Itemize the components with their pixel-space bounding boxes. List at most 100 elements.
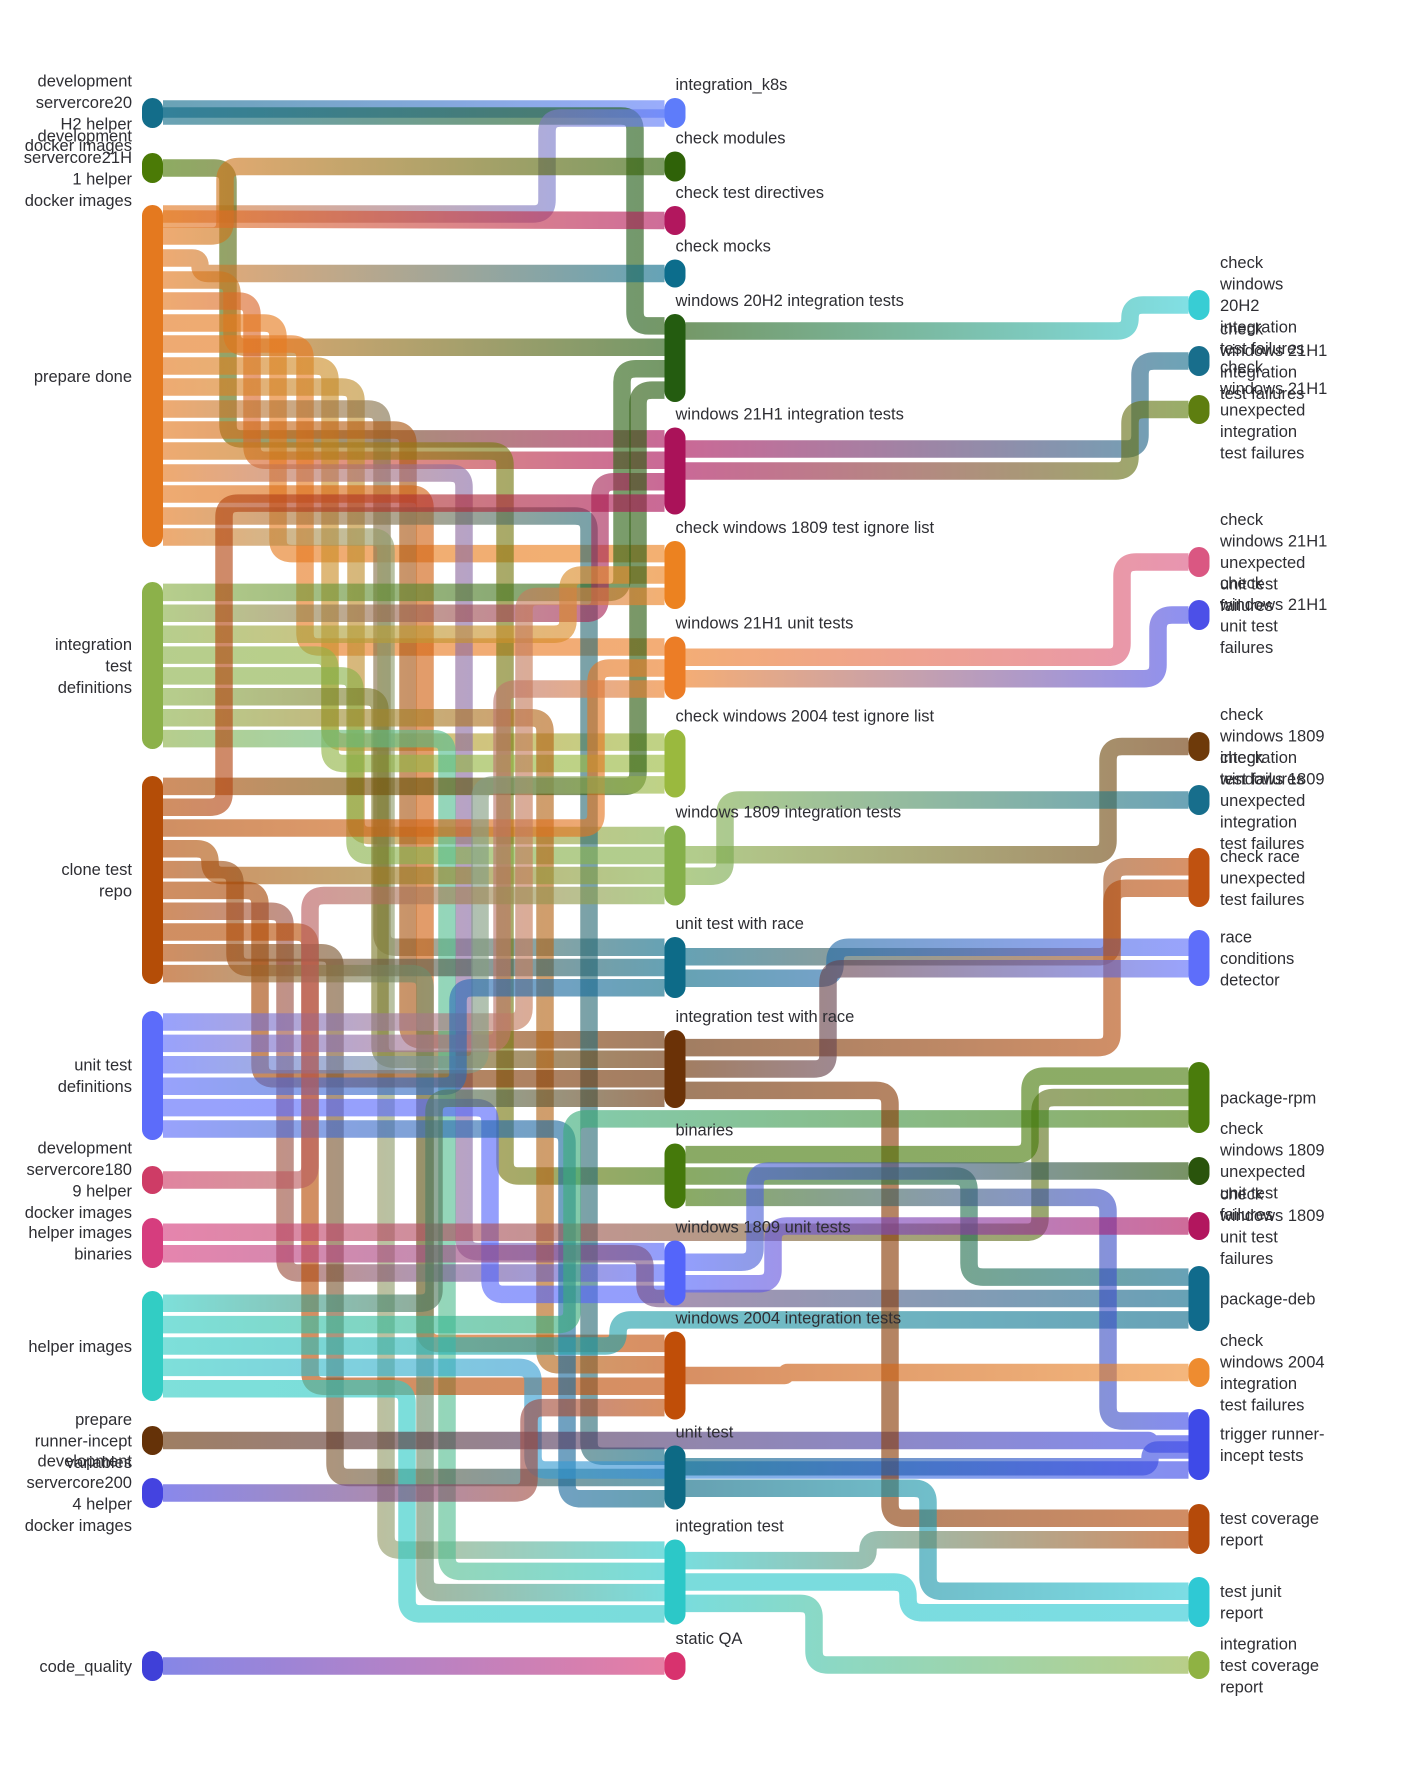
- svg-text:development: development: [38, 128, 133, 146]
- svg-text:check: check: [1220, 358, 1264, 376]
- svg-text:windows 1809: windows 1809: [1219, 728, 1325, 746]
- svg-text:report: report: [1220, 1605, 1264, 1623]
- svg-text:test failures: test failures: [1220, 891, 1304, 909]
- svg-text:integration: integration: [1220, 364, 1297, 382]
- svg-text:integration: integration: [1220, 318, 1297, 336]
- svg-text:unit test: unit test: [1220, 1229, 1278, 1247]
- svg-text:check: check: [1220, 1332, 1264, 1350]
- svg-text:unit test: unit test: [1220, 575, 1278, 593]
- svg-text:binaries: binaries: [74, 1246, 132, 1264]
- svg-text:integration: integration: [1220, 749, 1297, 767]
- svg-text:check windows 1809 test ignore: check windows 1809 test ignore list: [676, 519, 935, 537]
- svg-text:failures: failures: [1220, 1206, 1273, 1224]
- svg-text:check windows 2004 test ignore: check windows 2004 test ignore list: [676, 708, 935, 726]
- svg-text:docker images: docker images: [25, 137, 132, 155]
- svg-text:integration test with race: integration test with race: [676, 1008, 855, 1026]
- svg-text:incept tests: incept tests: [1220, 1447, 1303, 1465]
- svg-text:test failures: test failures: [1220, 1397, 1304, 1415]
- svg-text:integration: integration: [55, 636, 132, 654]
- svg-text:integration_k8s: integration_k8s: [676, 76, 788, 94]
- svg-text:servercore21H: servercore21H: [24, 149, 132, 167]
- svg-text:prepare done: prepare done: [34, 368, 132, 386]
- svg-text:windows 21H1: windows 21H1: [1219, 380, 1327, 398]
- svg-text:windows 21H1 unit tests: windows 21H1 unit tests: [675, 615, 854, 633]
- svg-text:test coverage: test coverage: [1220, 1657, 1319, 1675]
- svg-text:unexpected: unexpected: [1220, 401, 1305, 419]
- svg-text:report: report: [1220, 1678, 1264, 1696]
- svg-text:unit test: unit test: [1220, 618, 1278, 636]
- svg-text:helper images: helper images: [28, 1224, 132, 1242]
- svg-text:race: race: [1220, 928, 1252, 946]
- svg-text:check modules: check modules: [676, 130, 786, 148]
- svg-text:integration: integration: [1220, 1375, 1297, 1393]
- svg-text:check: check: [1220, 1120, 1264, 1138]
- svg-text:20H2: 20H2: [1220, 297, 1259, 315]
- svg-text:test junit: test junit: [1220, 1583, 1282, 1601]
- svg-text:development: development: [38, 73, 133, 91]
- svg-text:windows 1809: windows 1809: [1219, 1141, 1325, 1159]
- svg-text:code_quality: code_quality: [39, 1658, 132, 1676]
- svg-text:test failures: test failures: [1220, 771, 1304, 789]
- svg-text:development: development: [38, 1140, 133, 1158]
- svg-text:development: development: [38, 1453, 133, 1471]
- svg-text:helper images: helper images: [28, 1338, 132, 1356]
- svg-text:windows 1809 unit tests: windows 1809 unit tests: [675, 1219, 851, 1237]
- svg-text:unexpected: unexpected: [1220, 869, 1305, 887]
- svg-text:1 helper: 1 helper: [72, 171, 132, 189]
- svg-text:clone test: clone test: [61, 861, 132, 879]
- svg-text:failures: failures: [1220, 639, 1273, 657]
- svg-text:test failures: test failures: [1220, 385, 1304, 403]
- svg-text:trigger runner-: trigger runner-: [1220, 1426, 1325, 1444]
- svg-text:report: report: [1220, 1532, 1264, 1550]
- svg-text:unexpected: unexpected: [1220, 792, 1305, 810]
- svg-text:conditions: conditions: [1220, 950, 1294, 968]
- svg-text:windows 21H1: windows 21H1: [1219, 342, 1327, 360]
- svg-text:definitions: definitions: [58, 679, 132, 697]
- svg-text:windows 2004: windows 2004: [1219, 1354, 1325, 1372]
- svg-text:failures: failures: [1220, 1250, 1273, 1268]
- svg-text:windows 1809: windows 1809: [1219, 1207, 1325, 1225]
- svg-text:check test directives: check test directives: [676, 184, 825, 202]
- svg-text:check race: check race: [1220, 848, 1300, 866]
- svg-text:windows 1809: windows 1809: [1219, 770, 1325, 788]
- svg-text:failures: failures: [1220, 597, 1273, 615]
- svg-text:package-deb: package-deb: [1220, 1290, 1315, 1308]
- svg-text:repo: repo: [99, 883, 132, 901]
- svg-text:check mocks: check mocks: [676, 238, 771, 256]
- svg-text:definitions: definitions: [58, 1078, 132, 1096]
- svg-text:windows 1809 integration tests: windows 1809 integration tests: [675, 804, 902, 822]
- svg-text:H2 helper: H2 helper: [60, 116, 132, 134]
- svg-text:test coverage: test coverage: [1220, 1510, 1319, 1528]
- svg-text:check: check: [1220, 1186, 1264, 1204]
- svg-text:test failures: test failures: [1220, 444, 1304, 462]
- svg-text:integration: integration: [1220, 423, 1297, 441]
- svg-text:check: check: [1220, 575, 1264, 593]
- svg-text:integration: integration: [1220, 813, 1297, 831]
- svg-text:test: test: [105, 657, 132, 675]
- svg-text:check: check: [1220, 511, 1264, 529]
- svg-text:test failures: test failures: [1220, 835, 1304, 853]
- svg-text:9 helper: 9 helper: [72, 1183, 132, 1201]
- svg-text:servercore20: servercore20: [36, 94, 132, 112]
- svg-text:integration: integration: [1220, 1635, 1297, 1653]
- svg-text:detector: detector: [1220, 971, 1280, 989]
- svg-text:check: check: [1220, 254, 1264, 272]
- svg-text:package-rpm: package-rpm: [1220, 1089, 1316, 1107]
- svg-text:docker images: docker images: [25, 1204, 132, 1222]
- svg-text:static QA: static QA: [676, 1630, 743, 1648]
- svg-text:windows 21H1: windows 21H1: [1219, 532, 1327, 550]
- svg-text:check: check: [1220, 321, 1264, 339]
- svg-text:binaries: binaries: [676, 1122, 734, 1140]
- svg-text:prepare: prepare: [75, 1411, 132, 1429]
- svg-text:variables: variables: [66, 1454, 132, 1472]
- svg-text:servercore180: servercore180: [27, 1161, 132, 1179]
- svg-text:check: check: [1220, 706, 1264, 724]
- svg-text:unit test: unit test: [1220, 1184, 1278, 1202]
- svg-text:windows: windows: [1219, 275, 1283, 293]
- svg-text:unit test: unit test: [676, 1424, 734, 1442]
- svg-text:integration test: integration test: [676, 1518, 785, 1536]
- svg-text:windows 2004 integration tests: windows 2004 integration tests: [675, 1310, 902, 1328]
- svg-text:windows 21H1: windows 21H1: [1219, 596, 1327, 614]
- svg-text:unit test with race: unit test with race: [676, 915, 804, 933]
- svg-text:docker images: docker images: [25, 1517, 132, 1535]
